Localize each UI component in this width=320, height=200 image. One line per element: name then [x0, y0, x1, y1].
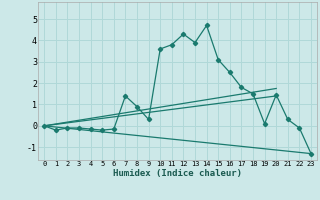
X-axis label: Humidex (Indice chaleur): Humidex (Indice chaleur): [113, 169, 242, 178]
